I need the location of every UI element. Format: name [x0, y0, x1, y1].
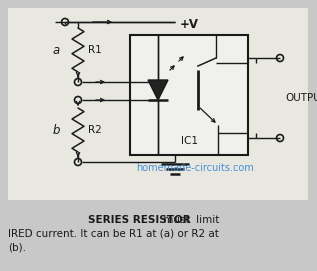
Text: IC1: IC1 — [180, 136, 197, 146]
Text: IRED current. It can be R1 at (a) or R2 at: IRED current. It can be R1 at (a) or R2 … — [8, 229, 219, 239]
Text: a: a — [52, 44, 60, 56]
Bar — [8, 8, 308, 203]
Polygon shape — [148, 80, 168, 100]
Text: R2: R2 — [88, 125, 102, 135]
Text: SERIES RESISTOR: SERIES RESISTOR — [88, 215, 191, 225]
Bar — [130, 35, 248, 155]
Text: R1: R1 — [88, 45, 102, 55]
Text: must  limit: must limit — [160, 215, 219, 225]
Text: OUTPUT: OUTPUT — [285, 93, 317, 103]
Text: homemade-circuits.com: homemade-circuits.com — [136, 163, 254, 173]
Text: b: b — [52, 124, 60, 137]
Text: (b).: (b). — [8, 243, 26, 253]
Bar — [0, 200, 317, 271]
Text: +V: +V — [180, 18, 199, 31]
